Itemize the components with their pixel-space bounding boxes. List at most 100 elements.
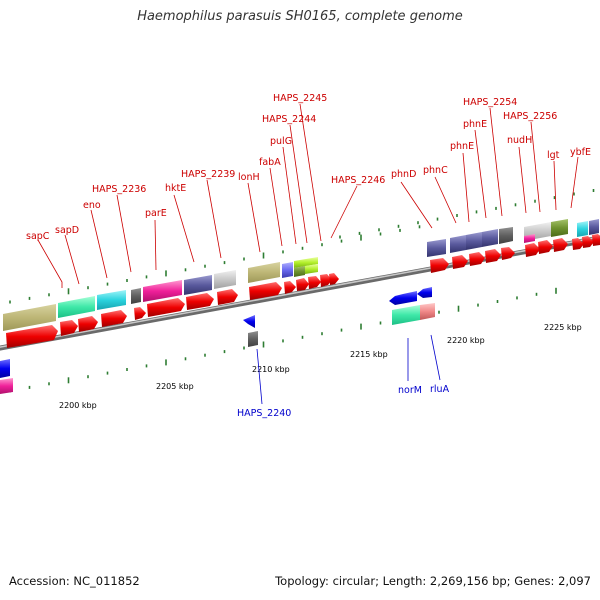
gene-label-phnE-1: phnE (450, 141, 474, 152)
cds-arrow (430, 258, 449, 273)
forward-gene-labels: sapC sapD eno HAPS_2236 parE hktE HAPS_2… (26, 93, 591, 242)
gene-label-HAPS_2240: HAPS_2240 (237, 408, 291, 419)
gene-label-fabA: fabA (259, 157, 281, 168)
feature-box (294, 266, 305, 277)
cds-arrow (284, 281, 296, 294)
cds-arrow (6, 325, 58, 348)
leader-line-phnD (400, 181, 433, 229)
cds-arrow (60, 320, 78, 336)
cds-arrow (525, 243, 540, 257)
gene-label-HAPS_2246: HAPS_2246 (331, 175, 385, 186)
leader-line-HAPS_2236 (116, 194, 132, 273)
tick-label-2205: 2205 kbp (156, 382, 194, 391)
tick-label-2210: 2210 kbp (252, 365, 290, 374)
cds-arrow (469, 252, 485, 266)
feature-box (305, 264, 318, 274)
gene-label-phnC: phnC (423, 165, 448, 176)
leader-line-sapC (37, 239, 63, 288)
cds-arrow (538, 240, 553, 254)
feature-box (3, 304, 56, 331)
gene-label-ybfE: ybfE (570, 147, 591, 158)
cds-arrow (485, 249, 501, 263)
gene-label-phnE-2: phnE (463, 119, 487, 130)
cds-arrow (501, 247, 515, 260)
reverse-features (243, 287, 435, 347)
gene-label-rluA: rluA (430, 384, 450, 395)
cds-arrow (186, 293, 214, 310)
leader-line-eno (90, 209, 108, 279)
label-leader-lines (37, 103, 579, 405)
tick-label-2200: 2200 kbp (59, 401, 97, 410)
tick-label-2215: 2215 kbp (350, 350, 388, 359)
forward-cds-arrows (6, 234, 600, 348)
gene-label-norM: norM (398, 385, 422, 396)
leader-line-HAPS_2246 (330, 185, 358, 239)
feature-box (97, 290, 126, 310)
feature-box (294, 257, 318, 268)
feature-box (524, 234, 535, 243)
leader-line-HAPS_2254 (489, 107, 503, 217)
leader-line-phnC (434, 176, 457, 224)
feature-box (427, 239, 446, 257)
feature-box (143, 280, 182, 302)
feature-box (450, 235, 466, 253)
leader-line-phnE-2 (474, 129, 487, 219)
feature-box (184, 275, 212, 295)
feature-box (420, 303, 435, 320)
cds-arrow-reverse (389, 291, 417, 305)
cds-arrow (249, 282, 282, 300)
feature-box (248, 331, 258, 347)
leader-line-parE (154, 219, 157, 271)
map-title: Haemophilus parasuis SH0165, complete ge… (137, 9, 463, 24)
leader-line-HAPS_2244 (289, 124, 308, 244)
gene-label-hktE: hktE (165, 183, 186, 194)
feature-box (551, 219, 568, 237)
leader-line-HAPS_2256 (530, 121, 541, 213)
forward-feature-boxes (0, 219, 599, 394)
cds-arrow (296, 278, 309, 291)
feature-box (0, 378, 13, 394)
cds-arrow (553, 238, 568, 252)
cds-arrow-reverse (417, 287, 432, 298)
cds-arrow (582, 236, 594, 248)
gene-label-sapC: sapC (26, 231, 50, 242)
cds-arrow (147, 298, 185, 317)
cds-arrow (308, 276, 321, 289)
cds-arrow (452, 255, 468, 269)
gene-label-lonH: lonH (238, 172, 260, 183)
gene-label-nudH: nudH (507, 135, 532, 146)
genome-summary-text: Topology: circular; Length: 2,269,156 bp… (275, 574, 591, 588)
leader-line-HAPS_2245 (299, 103, 322, 242)
feature-box (58, 296, 95, 318)
gene-label-eno: eno (83, 200, 101, 211)
gene-label-parE: parE (145, 208, 167, 219)
gene-label-HAPS_2244: HAPS_2244 (262, 114, 316, 125)
gene-label-phnD: phnD (391, 169, 416, 180)
gene-label-HAPS_2239: HAPS_2239 (181, 169, 235, 180)
cds-arrow (572, 238, 584, 250)
gene-label-HAPS_2245: HAPS_2245 (273, 93, 327, 104)
cds-arrow (592, 234, 600, 246)
cds-arrow (217, 289, 238, 305)
leader-line-sapD (64, 234, 80, 285)
feature-box (482, 229, 498, 247)
leader-line-ybfE (570, 156, 579, 209)
gene-label-HAPS_2236: HAPS_2236 (92, 184, 146, 195)
tick-label-2220: 2220 kbp (447, 336, 485, 345)
feature-box (131, 288, 141, 304)
tick-rows (9, 189, 595, 393)
leader-line-rluA (430, 334, 441, 381)
cds-arrow-reverse (243, 315, 255, 328)
feature-box (248, 262, 280, 283)
feature-box (589, 219, 599, 235)
cds-arrow (320, 274, 332, 287)
gene-label-HAPS_2254: HAPS_2254 (463, 97, 517, 108)
cds-arrow (78, 316, 98, 332)
kbp-tick-labels: 2200 kbp 2205 kbp 2210 kbp 2215 kbp 2220… (59, 323, 582, 410)
cds-arrow (329, 273, 339, 285)
gene-label-lgt: lgt (547, 150, 560, 161)
feature-box (0, 359, 10, 378)
leader-line-hktE (173, 194, 195, 263)
leader-line-phnE-1 (462, 152, 470, 223)
